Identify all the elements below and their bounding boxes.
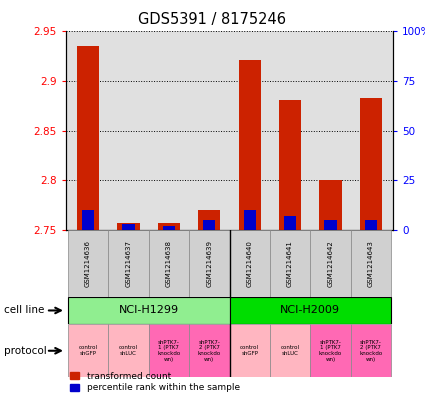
Bar	[365, 220, 377, 230]
Text: GSM1214641: GSM1214641	[287, 240, 293, 287]
Legend: transformed count, percentile rank within the sample: transformed count, percentile rank withi…	[71, 372, 240, 393]
Bar	[320, 180, 342, 230]
Bar	[198, 210, 221, 230]
Bar	[68, 297, 230, 324]
Text: shPTK7-
2 (PTK7
knockdo
wn): shPTK7- 2 (PTK7 knockdo wn)	[198, 340, 221, 362]
Bar	[108, 230, 149, 297]
Bar	[351, 324, 391, 377]
Bar	[203, 220, 215, 230]
Bar	[230, 230, 270, 297]
Text: shPTK7-
2 (PTK7
knockdo
wn): shPTK7- 2 (PTK7 knockdo wn)	[359, 340, 382, 362]
Bar	[158, 223, 180, 230]
Text: GDS5391 / 8175246: GDS5391 / 8175246	[139, 12, 286, 27]
Bar	[310, 230, 351, 297]
Text: control
shLUC: control shLUC	[280, 345, 300, 356]
Text: control
shLUC: control shLUC	[119, 345, 138, 356]
Bar	[284, 216, 296, 230]
Text: GSM1214639: GSM1214639	[206, 240, 212, 287]
Bar	[77, 46, 99, 230]
Bar	[149, 230, 189, 297]
Bar	[230, 324, 270, 377]
Text: cell line: cell line	[4, 305, 45, 316]
Bar	[117, 223, 139, 230]
Bar	[230, 297, 391, 324]
Text: control
shGFP: control shGFP	[79, 345, 98, 356]
Bar	[122, 224, 135, 230]
Text: GSM1214642: GSM1214642	[328, 240, 334, 286]
Bar	[351, 230, 391, 297]
Text: GSM1214636: GSM1214636	[85, 240, 91, 287]
Bar	[310, 324, 351, 377]
Bar	[189, 230, 230, 297]
Bar	[244, 210, 256, 230]
Text: GSM1214637: GSM1214637	[125, 240, 131, 287]
Text: shPTK7-
1 (PTK7
knockdo
wn): shPTK7- 1 (PTK7 knockdo wn)	[157, 340, 181, 362]
Bar	[149, 324, 189, 377]
Text: GSM1214643: GSM1214643	[368, 240, 374, 287]
Bar	[68, 230, 108, 297]
Text: NCI-H2009: NCI-H2009	[280, 305, 340, 316]
Bar	[189, 324, 230, 377]
Text: NCI-H1299: NCI-H1299	[119, 305, 179, 316]
Bar	[270, 230, 310, 297]
Bar	[270, 324, 310, 377]
Bar	[68, 324, 108, 377]
Text: protocol: protocol	[4, 346, 47, 356]
Text: control
shGFP: control shGFP	[240, 345, 259, 356]
Text: GSM1214640: GSM1214640	[246, 240, 253, 287]
Bar	[108, 324, 149, 377]
Text: shPTK7-
1 (PTK7
knockdo
wn): shPTK7- 1 (PTK7 knockdo wn)	[319, 340, 342, 362]
Bar	[360, 98, 382, 230]
Bar	[324, 220, 337, 230]
Bar	[82, 210, 94, 230]
Bar	[279, 100, 301, 230]
Text: GSM1214638: GSM1214638	[166, 240, 172, 287]
Bar	[238, 60, 261, 230]
Bar	[163, 226, 175, 230]
